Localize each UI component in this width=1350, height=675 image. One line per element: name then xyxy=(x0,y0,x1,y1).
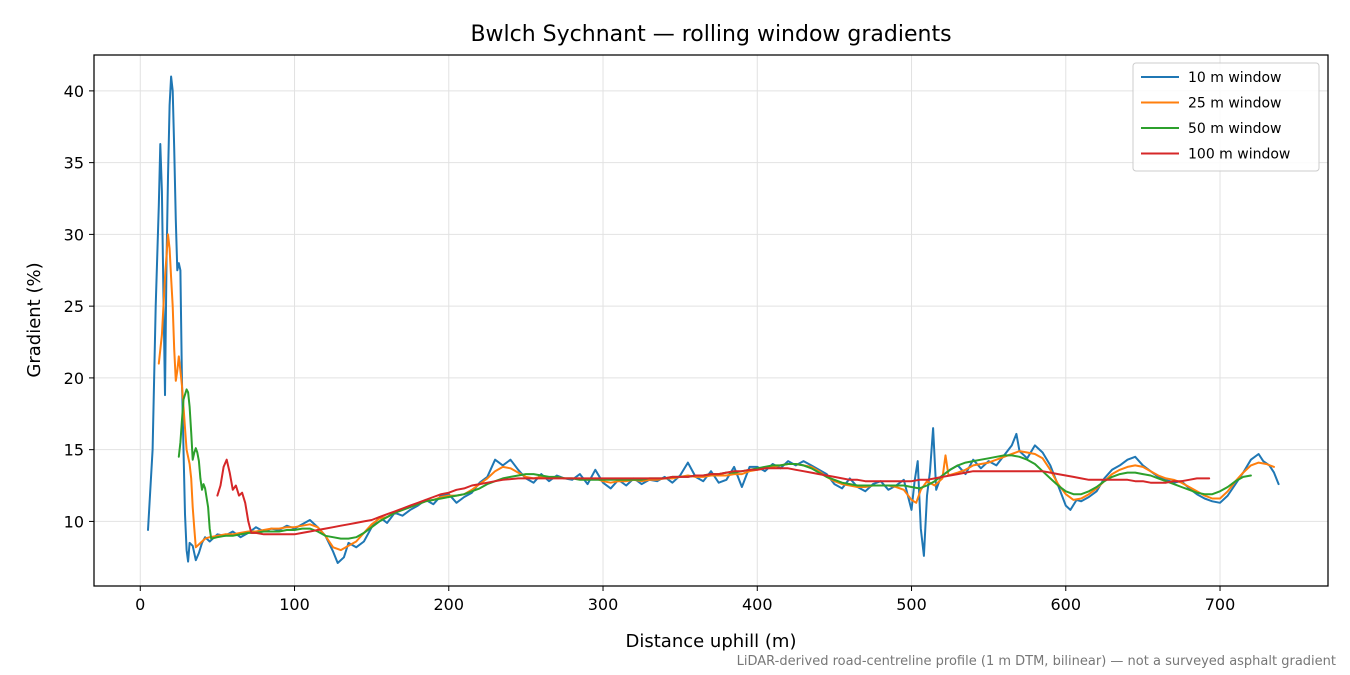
legend-label: 50 m window xyxy=(1188,121,1281,137)
x-tick-label: 400 xyxy=(742,595,773,614)
legend-label: 10 m window xyxy=(1188,70,1281,86)
x-tick-label: 500 xyxy=(896,595,927,614)
x-tick-label: 200 xyxy=(434,595,465,614)
x-tick-label: 600 xyxy=(1051,595,1082,614)
legend-label: 25 m window xyxy=(1188,96,1281,112)
legend: 10 m window 25 m window 50 m window 100 m w… xyxy=(1132,62,1320,172)
x-tick-label: 0 xyxy=(135,595,145,614)
series-line-1 xyxy=(147,75,1280,564)
x-tick-label: 100 xyxy=(279,595,310,614)
chart-title: Bwlch Sychnant — rolling window gradient… xyxy=(470,22,951,47)
axis-ticks: 0 100 200 300 400 500 600 700 10 15 20 25 30 35 40 xyxy=(64,82,1236,614)
y-tick-label: 20 xyxy=(64,369,84,388)
series-line-4 xyxy=(216,458,1211,536)
x-tick-label: 700 xyxy=(1205,595,1236,614)
y-axis-label: Gradient (%) xyxy=(24,262,45,377)
grid-lines xyxy=(94,55,1328,586)
footnote: LiDAR-derived road-centreline profile (1… xyxy=(737,654,1336,669)
y-tick-label: 40 xyxy=(64,82,84,101)
y-tick-label: 15 xyxy=(64,441,84,460)
plot-frame xyxy=(93,54,1329,587)
y-tick-label: 30 xyxy=(64,225,84,244)
legend-label: 100 m window xyxy=(1188,147,1290,163)
x-axis-label: Distance uphill (m) xyxy=(626,631,797,652)
series-line-2 xyxy=(157,233,1275,552)
y-tick-label: 25 xyxy=(64,297,84,316)
series-group xyxy=(147,75,1280,564)
y-tick-label: 35 xyxy=(64,154,84,173)
series-line-3 xyxy=(177,388,1252,540)
x-tick-label: 300 xyxy=(588,595,619,614)
legend-box xyxy=(1132,62,1320,172)
y-tick-label: 10 xyxy=(64,512,84,531)
